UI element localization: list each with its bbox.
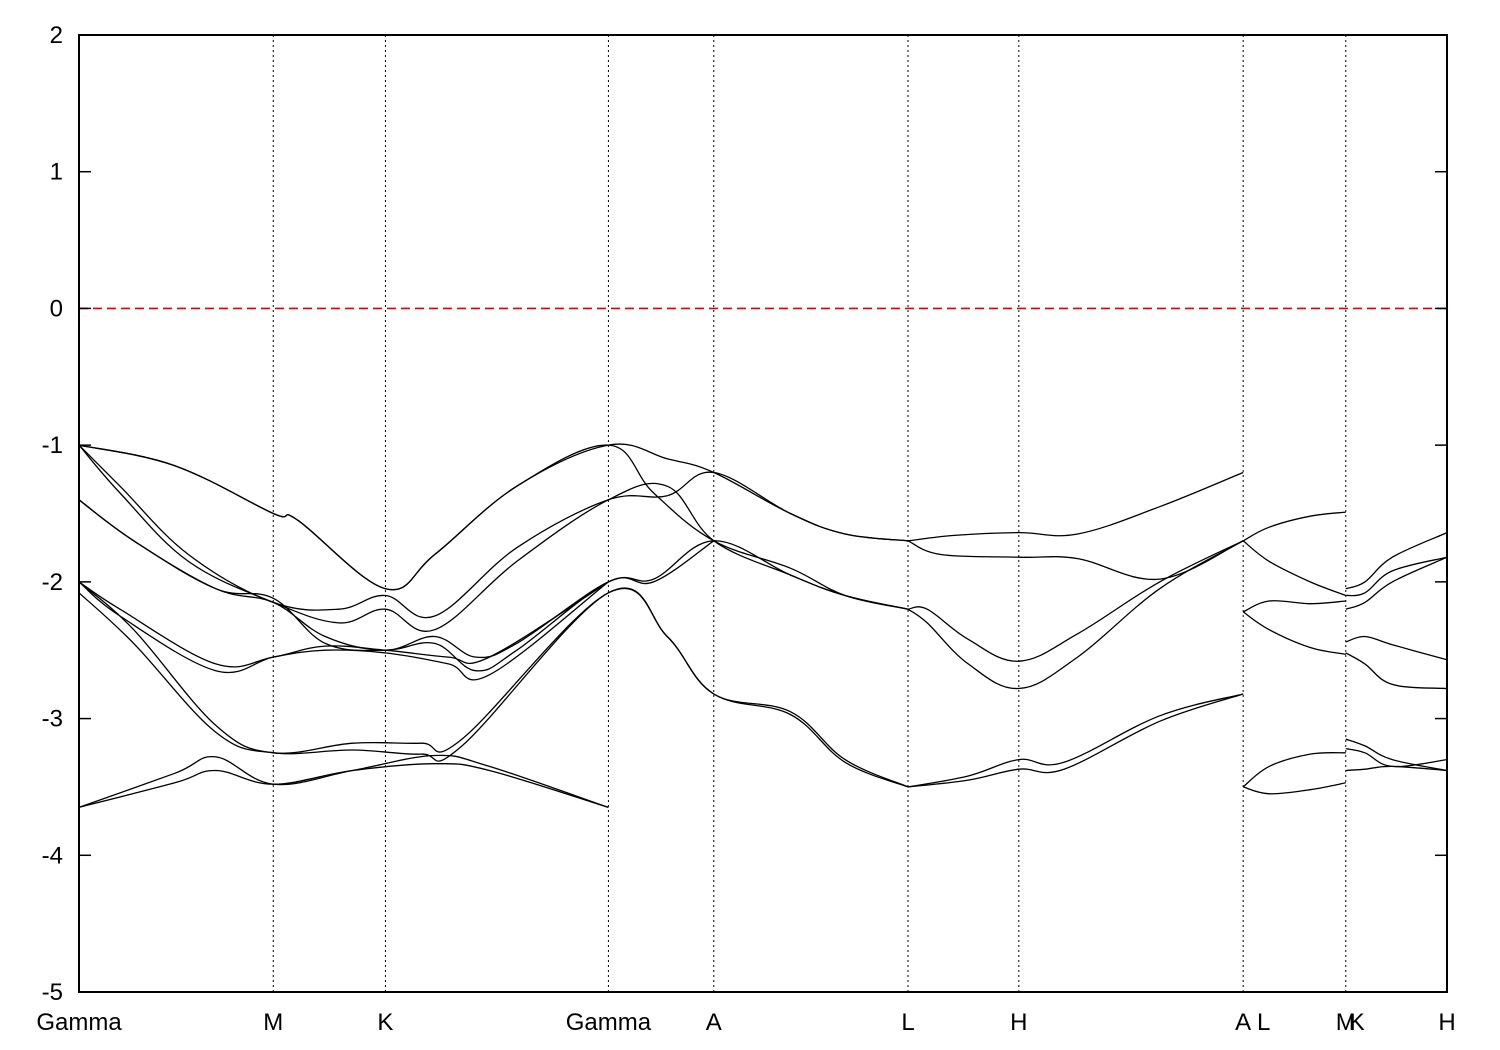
- x-tick-label: M: [1336, 1009, 1356, 1036]
- band-line: [907, 540, 1244, 690]
- y-tick-label: 0: [50, 295, 63, 322]
- band-line: [1242, 540, 1347, 597]
- band-line: [1345, 738, 1448, 772]
- band-line: [78, 763, 609, 809]
- x-tick-label: M: [263, 1009, 283, 1036]
- y-tick-label: 1: [50, 159, 63, 186]
- x-tick-label: K: [377, 1009, 393, 1036]
- band-line: [1243, 782, 1346, 795]
- band-line: [1242, 600, 1346, 613]
- y-tick-label: -1: [42, 432, 63, 459]
- band-line: [1345, 747, 1448, 768]
- band-line: [78, 581, 609, 668]
- band-line: [907, 471, 1244, 542]
- x-tick-label: L: [1257, 1009, 1270, 1036]
- y-tick-label: -2: [42, 569, 63, 596]
- band-line: [1345, 765, 1448, 772]
- x-axis: Gamma M K Gamma A L H A L MK H: [36, 1009, 1455, 1036]
- plot-frame: [78, 34, 1448, 993]
- band-line: [907, 693, 1244, 788]
- band-line: [78, 754, 609, 809]
- band-line: [78, 444, 909, 619]
- band-line: [1242, 751, 1346, 788]
- band-line: [78, 581, 609, 681]
- band-line: [1345, 556, 1448, 597]
- x-tick-label: L: [901, 1009, 914, 1036]
- band-line: [1345, 556, 1448, 610]
- x-tick-label: H: [1010, 1009, 1027, 1036]
- band-line: [1242, 511, 1346, 542]
- x-tick-label: K: [1349, 1009, 1365, 1036]
- band-line: [907, 540, 1244, 581]
- y-axis: 2 1 0 -1 -2 -3 -4 -5: [42, 22, 1447, 1006]
- x-tick-label: Gamma: [36, 1009, 122, 1036]
- x-tick-label: A: [1235, 1009, 1251, 1036]
- y-tick-label: 2: [50, 22, 63, 49]
- x-tick-label: H: [1438, 1009, 1455, 1036]
- band-series: [78, 443, 1448, 809]
- band-line: [78, 444, 909, 610]
- y-tick-label: -5: [42, 979, 63, 1006]
- band-line: [1345, 635, 1448, 661]
- y-tick-label: -4: [42, 842, 63, 869]
- band-line: [78, 499, 715, 672]
- band-line: [907, 693, 1244, 788]
- y-tick-label: -3: [42, 706, 63, 733]
- band-line: [78, 587, 909, 788]
- x-tick-label: Gamma: [566, 1009, 652, 1036]
- band-line: [1242, 611, 1346, 655]
- band-line: [907, 540, 1244, 662]
- band-line: [1345, 652, 1448, 690]
- band-line: [78, 444, 909, 632]
- band-line: [1345, 532, 1448, 590]
- x-tick-label: A: [706, 1009, 722, 1036]
- band-line: [78, 581, 909, 788]
